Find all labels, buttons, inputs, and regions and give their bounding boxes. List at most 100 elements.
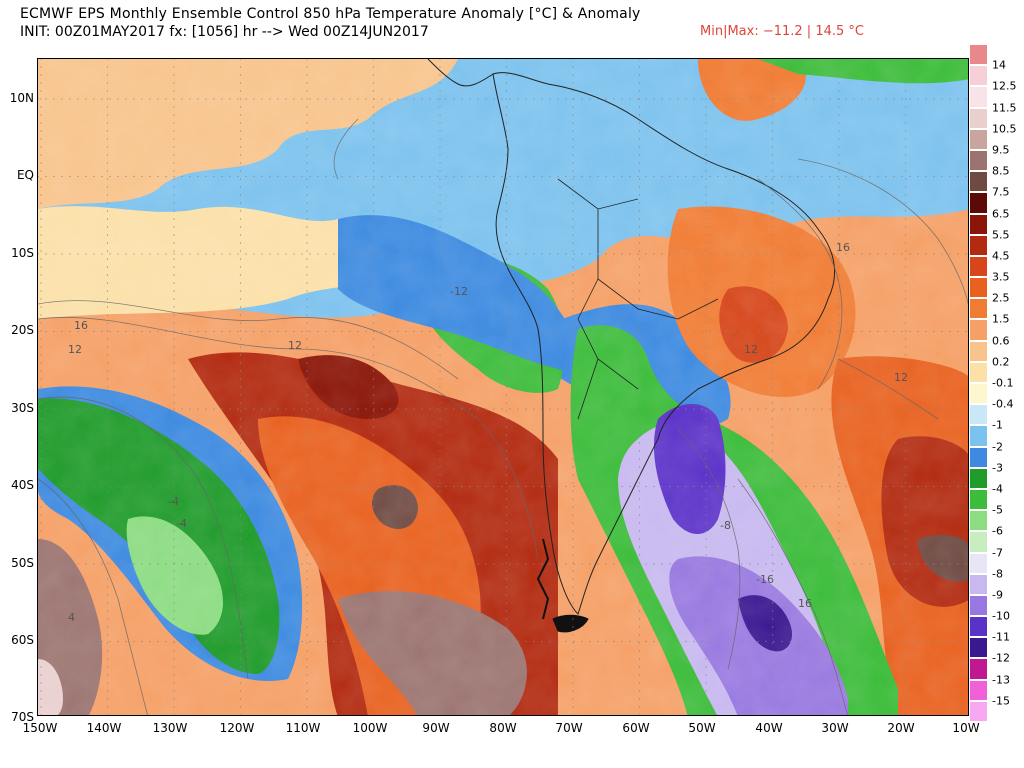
grid-dot	[197, 640, 199, 643]
grid-dot	[505, 59, 508, 60]
grid-dot	[705, 594, 707, 596]
grid-dot	[869, 175, 871, 178]
grid-dot	[725, 253, 727, 255]
grid-dot	[53, 408, 55, 410]
grid-dot	[572, 330, 574, 332]
grid-dot	[469, 485, 471, 488]
grid-dot	[445, 253, 447, 255]
grid-dot	[309, 330, 311, 333]
grid-dot	[669, 563, 671, 565]
grid-dot	[173, 138, 175, 140]
grid-dot	[306, 658, 308, 660]
grid-dot	[93, 330, 95, 333]
grid-dot	[717, 253, 719, 255]
grid-dot	[904, 562, 907, 564]
legend-swatch	[969, 171, 988, 193]
grid-dot	[705, 690, 707, 692]
grid-dot	[239, 642, 242, 644]
grid-dot	[838, 698, 840, 700]
grid-dot	[705, 114, 707, 116]
grid-dot	[173, 562, 175, 564]
grid-dot	[325, 253, 327, 255]
grid-dot	[904, 458, 907, 460]
grid-dot	[749, 485, 751, 488]
grid-dot	[705, 98, 707, 100]
grid-dot	[439, 202, 441, 204]
grid-dot	[853, 408, 855, 410]
grid-dot	[239, 226, 242, 228]
grid-dot	[669, 485, 671, 488]
min-max-readout: Min|Max: −11.2 | 14.5 °C	[700, 24, 864, 39]
grid-dot	[581, 330, 583, 333]
map-frame[interactable]: -12 16 12 16 12 -8 -4 4 -4 12 -16 16 12	[37, 58, 969, 716]
grid-dot	[306, 298, 308, 300]
grid-dot	[181, 330, 183, 333]
grid-dot	[669, 408, 671, 410]
grid-dot	[205, 563, 207, 565]
grid-dot	[893, 98, 895, 100]
grid-dot	[372, 530, 375, 532]
grid-dot	[173, 570, 175, 572]
grid-dot	[40, 578, 42, 580]
grid-dot	[245, 563, 247, 565]
grid-dot	[53, 175, 55, 178]
grid-dot	[306, 258, 308, 260]
grid-dot	[239, 90, 242, 92]
grid-dot	[405, 485, 407, 488]
grid-dot	[53, 330, 55, 333]
grid-dot	[705, 642, 707, 644]
grid-dot	[838, 330, 840, 332]
grid-dot	[904, 634, 907, 636]
grid-dot	[705, 130, 707, 132]
grid-dot	[485, 175, 487, 178]
grid-dot	[85, 175, 87, 178]
lat-label-70s: 70S	[11, 710, 34, 724]
grid-dot	[405, 253, 407, 255]
grid-dot	[189, 408, 191, 410]
grid-dot	[505, 402, 508, 404]
grid-dot	[165, 98, 167, 100]
grid-dot	[277, 640, 279, 643]
grid-dot	[149, 563, 151, 565]
grid-dot	[306, 330, 308, 332]
grid-dot	[904, 210, 907, 212]
grid-dot	[765, 175, 767, 178]
contour-label: 16	[798, 597, 812, 610]
grid-dot	[933, 485, 935, 488]
grid-dot	[173, 682, 175, 684]
grid-dot	[505, 338, 508, 340]
grid-dot	[949, 98, 951, 100]
grid-dot	[904, 274, 907, 276]
grid-dot	[838, 298, 840, 300]
grid-dot	[173, 530, 175, 532]
grid-dot	[917, 330, 919, 333]
grid-dot	[40, 418, 42, 420]
grid-dot	[877, 330, 879, 333]
grid-dot	[637, 330, 639, 333]
grid-dot	[838, 218, 840, 220]
grid-dot	[77, 253, 79, 255]
grid-dot	[813, 175, 815, 178]
grid-dot	[638, 610, 641, 612]
grid-dot	[904, 666, 907, 668]
grid-dot	[605, 175, 607, 178]
grid-dot	[40, 298, 42, 300]
grid-dot	[106, 474, 109, 476]
grid-dot	[372, 210, 375, 212]
grid-dot	[439, 330, 441, 332]
grid-dot	[173, 178, 175, 180]
grid-dot	[638, 506, 641, 508]
grid-dot	[165, 485, 167, 488]
grid-dot	[239, 714, 242, 715]
grid-dot	[853, 330, 855, 333]
grid-dot	[149, 330, 151, 333]
grid-dot	[38, 640, 39, 643]
grid-dot	[917, 563, 919, 565]
grid-dot	[277, 253, 279, 255]
grid-dot	[239, 298, 242, 300]
grid-dot	[69, 563, 71, 565]
grid-dot	[306, 378, 308, 380]
grid-dot	[949, 563, 951, 565]
grid-dot	[173, 482, 175, 484]
grid-dot	[933, 253, 935, 255]
